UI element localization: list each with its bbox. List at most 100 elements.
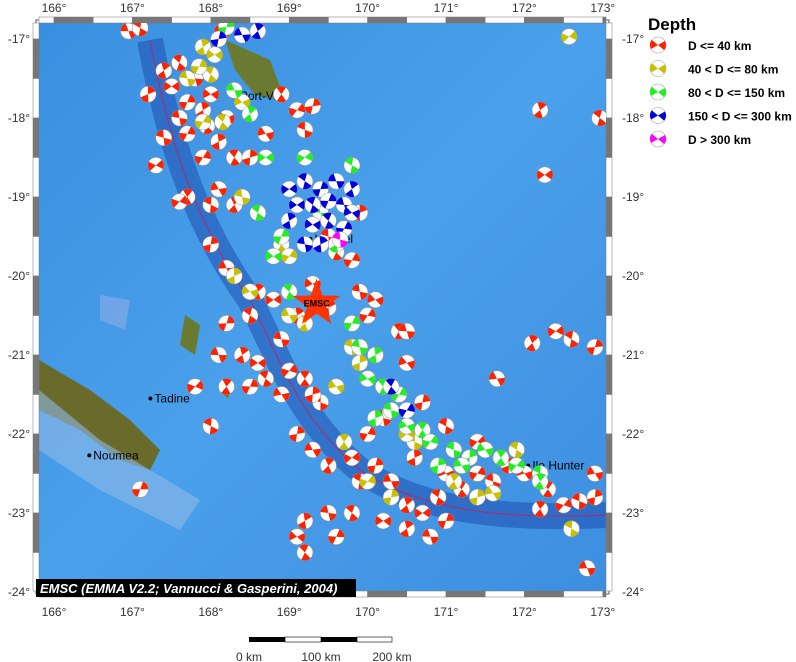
focal-mechanism[interactable]: [413, 393, 432, 412]
focal-mechanism[interactable]: [357, 304, 379, 326]
focal-mechanism[interactable]: [168, 190, 191, 213]
focal-mechanism[interactable]: [529, 498, 551, 520]
focal-mechanism[interactable]: [342, 179, 362, 199]
focal-mechanism[interactable]: [210, 346, 227, 364]
focal-mechanism[interactable]: [534, 164, 556, 186]
focal-mechanism[interactable]: [294, 170, 316, 192]
focal-mechanism[interactable]: [357, 368, 378, 389]
focal-mechanism[interactable]: [170, 109, 189, 128]
focal-mechanism[interactable]: [367, 409, 384, 427]
focal-mechanism[interactable]: [223, 146, 246, 169]
focal-mechanism[interactable]: [333, 431, 355, 453]
focal-mechanism[interactable]: [381, 401, 400, 420]
focal-mechanism[interactable]: [294, 541, 317, 564]
focal-mechanism[interactable]: [301, 194, 324, 217]
focal-mechanism[interactable]: [444, 440, 464, 460]
focal-mechanism[interactable]: [561, 518, 583, 540]
focal-mechanism[interactable]: [341, 313, 362, 334]
focal-mechanism[interactable]: [578, 560, 596, 577]
focal-mechanism[interactable]: [422, 528, 439, 545]
focal-mechanism[interactable]: [382, 488, 401, 507]
focal-mechanism[interactable]: [558, 25, 581, 48]
focal-mechanism[interactable]: [154, 128, 174, 148]
focal-mechanism[interactable]: [233, 187, 252, 206]
focal-mechanism[interactable]: [193, 37, 212, 56]
focal-mechanism[interactable]: [296, 235, 315, 254]
focal-mechanism[interactable]: [192, 111, 214, 133]
focal-mechanism[interactable]: [327, 172, 345, 190]
focal-mechanism[interactable]: [505, 439, 527, 461]
focal-mechanism[interactable]: [286, 526, 308, 548]
focal-mechanism[interactable]: [397, 416, 418, 437]
focal-mechanism[interactable]: [341, 249, 363, 271]
focal-mechanism[interactable]: [216, 376, 238, 398]
focal-mechanism[interactable]: [209, 180, 227, 198]
focal-mechanism[interactable]: [286, 99, 308, 121]
focal-mechanism[interactable]: [263, 245, 285, 267]
focal-mechanism[interactable]: [469, 488, 487, 506]
focal-mechanism[interactable]: [529, 471, 551, 493]
focal-mechanism[interactable]: [154, 61, 174, 81]
focal-mechanism[interactable]: [211, 111, 234, 134]
focal-mechanism[interactable]: [419, 431, 441, 453]
focal-mechanism[interactable]: [341, 502, 364, 525]
focal-mechanism[interactable]: [488, 370, 506, 388]
focal-mechanism[interactable]: [585, 464, 604, 483]
focal-mechanism[interactable]: [588, 107, 610, 129]
focal-mechanism[interactable]: [318, 191, 339, 212]
focal-mechanism[interactable]: [280, 307, 298, 325]
focal-mechanism[interactable]: [160, 75, 182, 97]
focal-mechanism[interactable]: [311, 179, 331, 199]
focal-mechanism[interactable]: [544, 320, 567, 343]
focal-mechanism[interactable]: [278, 360, 300, 382]
focal-mechanism[interactable]: [256, 124, 275, 143]
focal-mechanism[interactable]: [396, 399, 418, 421]
focal-mechanism[interactable]: [484, 484, 503, 503]
focal-mechanism[interactable]: [372, 510, 394, 532]
focal-mechanism[interactable]: [240, 281, 261, 302]
focal-mechanism[interactable]: [247, 202, 269, 224]
focal-mechanism[interactable]: [168, 51, 191, 74]
focal-mechanism[interactable]: [270, 83, 292, 105]
focal-mechanism[interactable]: [411, 502, 433, 524]
focal-mechanism[interactable]: [130, 479, 151, 500]
focal-mechanism[interactable]: [398, 323, 416, 340]
focal-mechanism[interactable]: [209, 30, 228, 49]
focal-mechanism[interactable]: [278, 178, 301, 201]
focal-mechanism[interactable]: [490, 447, 512, 469]
focal-mechanism[interactable]: [585, 337, 605, 357]
focal-mechanism[interactable]: [200, 83, 222, 105]
focal-mechanism[interactable]: [330, 230, 350, 250]
focal-mechanism[interactable]: [200, 194, 221, 215]
focal-mechanism[interactable]: [357, 423, 379, 445]
focal-mechanism[interactable]: [202, 235, 220, 253]
focal-mechanism[interactable]: [294, 368, 316, 390]
focal-mechanism[interactable]: [288, 425, 306, 443]
focal-mechanism[interactable]: [272, 385, 291, 404]
focal-mechanism[interactable]: [271, 226, 292, 247]
focal-mechanism[interactable]: [522, 333, 543, 354]
focal-mechanism[interactable]: [145, 154, 168, 177]
focal-mechanism[interactable]: [317, 209, 340, 232]
focal-mechanism[interactable]: [192, 146, 214, 168]
focal-mechanism[interactable]: [129, 17, 151, 39]
focal-mechanism[interactable]: [294, 146, 317, 169]
focal-mechanism[interactable]: [239, 304, 261, 326]
focal-mechanism[interactable]: [217, 17, 237, 37]
epicenter-marker[interactable]: EMSC: [292, 278, 341, 324]
focal-mechanism[interactable]: [326, 526, 347, 547]
focal-mechanism[interactable]: [411, 419, 433, 441]
focal-mechanism[interactable]: [304, 386, 321, 403]
focal-mechanism[interactable]: [435, 415, 457, 437]
focal-mechanism[interactable]: [232, 345, 252, 365]
focal-mechanism[interactable]: [341, 446, 364, 469]
focal-mechanism[interactable]: [286, 194, 308, 216]
focal-mechanism[interactable]: [452, 456, 471, 475]
focal-mechanism[interactable]: [366, 456, 385, 475]
focal-mechanism[interactable]: [204, 44, 226, 66]
focal-mechanism[interactable]: [466, 462, 488, 484]
focal-mechanism[interactable]: [505, 454, 528, 477]
focal-mechanism[interactable]: [240, 104, 260, 124]
focal-mechanism[interactable]: [247, 21, 268, 42]
focal-mechanism[interactable]: [318, 455, 339, 476]
